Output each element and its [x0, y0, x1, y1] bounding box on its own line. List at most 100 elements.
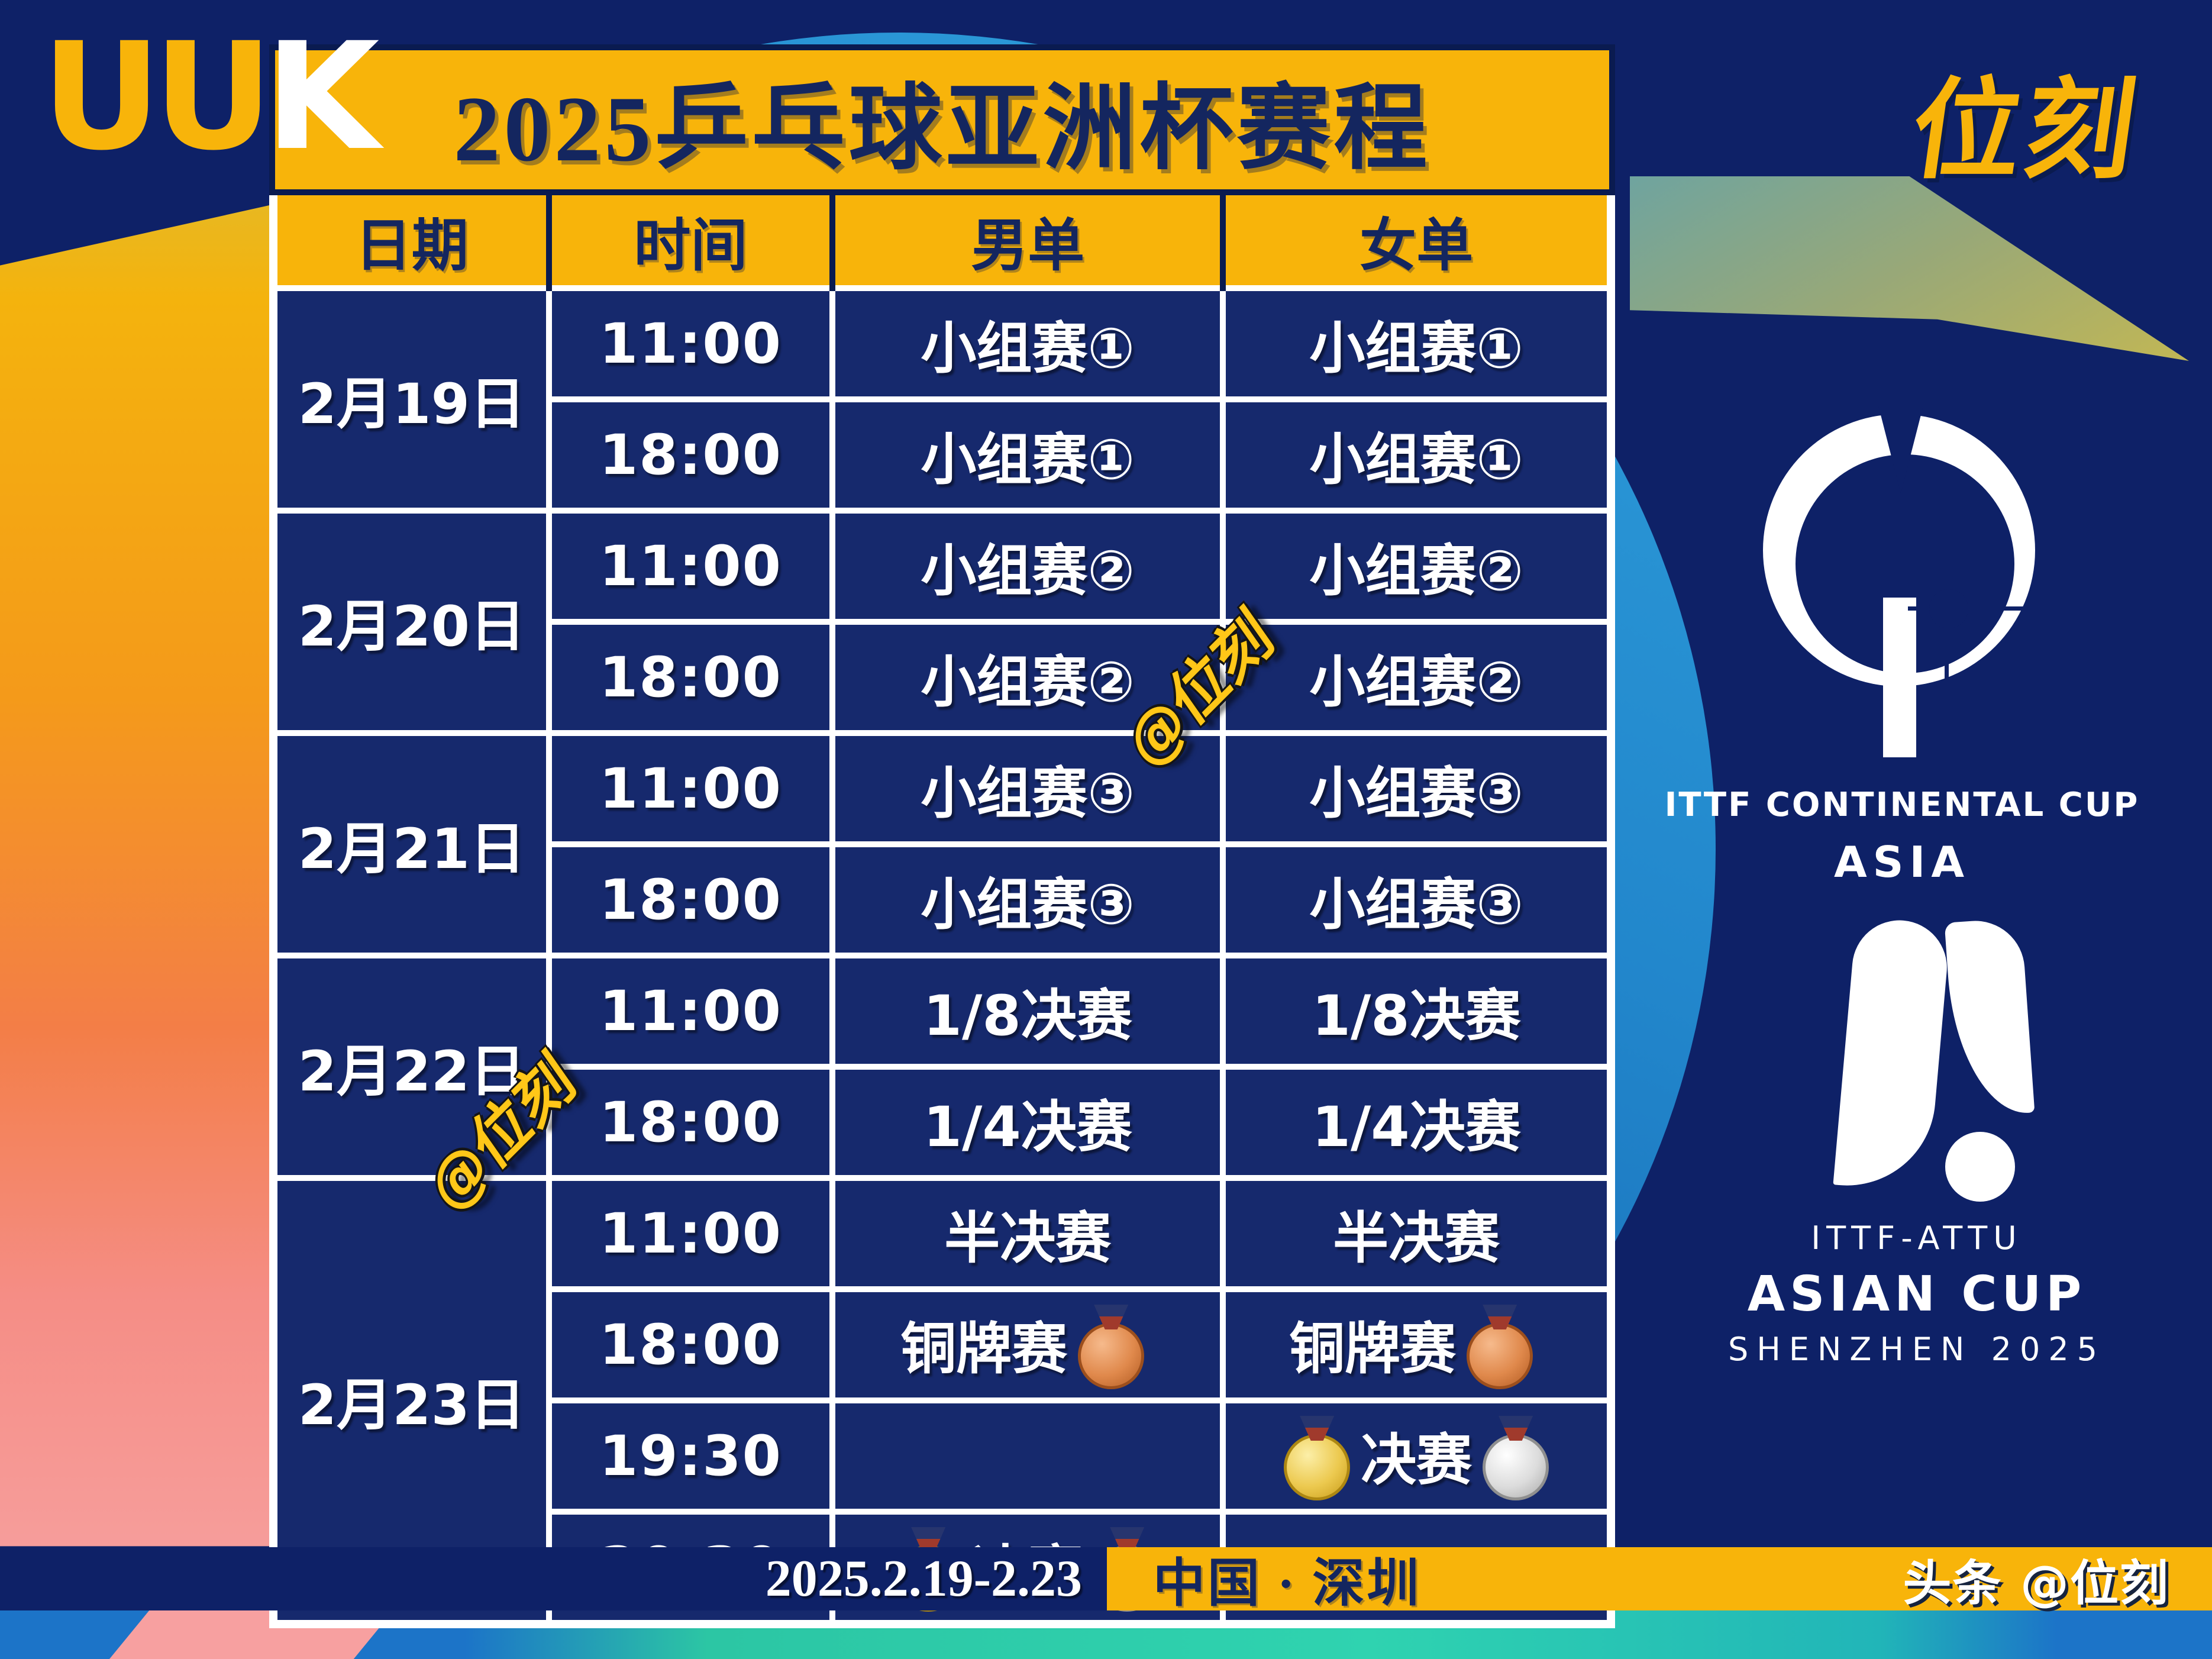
uuk-logo: UUK — [41, 11, 380, 183]
table-row: 18:00 小组赛③ 小组赛③ — [273, 841, 1614, 958]
ittf-continental-cup-logo: ITTF CONTINENTAL CUP ASIA — [1656, 405, 2148, 941]
bronze-medal-icon — [1467, 1323, 1533, 1390]
time-cell: 18:00 — [545, 841, 836, 958]
event-label: 小组赛② — [921, 650, 1135, 715]
uuk-logo-k: K — [265, 11, 380, 183]
table-row: 2月21日 11:00 小组赛③ 小组赛③ — [270, 730, 1614, 958]
table-row: 18:00 小组赛① 小组赛① — [273, 396, 1614, 514]
bronze-medal-icon — [1078, 1323, 1145, 1390]
table-row: 2月22日 11:00 1/8决赛 1/8决赛 — [270, 953, 1614, 1181]
event-label: 1/8决赛 — [923, 984, 1132, 1048]
women-event-cell: 1/4决赛 — [1220, 1064, 1614, 1181]
title-bar: 2025乒乓球亚洲杯赛程 — [269, 44, 1615, 195]
women-event-cell: 铜牌赛 — [1220, 1286, 1614, 1403]
event-label: 小组赛① — [921, 428, 1135, 492]
time-cell: 18:00 — [545, 619, 836, 736]
time-cell: 11:00 — [545, 508, 836, 625]
schedule-table: 日期 时间 男单 女单 2月19日 11:00 小组赛① 小组赛① 18:00 小组赛① 小… — [269, 195, 1615, 1628]
asian-cup-host: SHENZHEN 2025 — [1727, 1331, 2106, 1368]
footer-location-section: 中国 · 深圳 头条 @位刻 — [1107, 1547, 2212, 1613]
women-event-cell: 小组赛② — [1220, 619, 1614, 736]
men-event-cell: 小组赛① — [829, 285, 1226, 402]
women-event-cell: 小组赛③ — [1220, 730, 1614, 847]
time-cell: 18:00 — [545, 1286, 836, 1403]
women-event-cell: 半决赛 — [1220, 1175, 1614, 1292]
footer-date-section: 2025.2.19-2.23 — [0, 1547, 1107, 1610]
silver-medal-icon — [1483, 1434, 1549, 1501]
header-time: 时间 — [545, 195, 836, 288]
event-label: 1/4决赛 — [923, 1095, 1132, 1160]
event-label: 小组赛① — [1309, 428, 1523, 492]
date-cell: 2月20日 — [270, 508, 552, 736]
women-event-cell: 小组赛① — [1220, 285, 1614, 402]
table-row: 18:00 铜牌赛 铜牌赛 — [273, 1286, 1614, 1403]
schedule-body: 2月19日 11:00 小组赛① 小组赛① 18:00 小组赛① 小组赛① 2月20日 11:0… — [270, 285, 1614, 1627]
schedule-header: 日期 时间 男单 女单 — [270, 195, 1614, 288]
event-label: 铜牌赛 — [1289, 1316, 1457, 1382]
ittf-crescent-icon — [1760, 405, 2044, 763]
men-event-cell: 铜牌赛 — [829, 1286, 1226, 1403]
table-row: 18:00 1/4决赛 1/4决赛 — [273, 1064, 1614, 1181]
event-label: 小组赛③ — [921, 761, 1135, 826]
event-label: 小组赛③ — [1309, 761, 1523, 826]
event-label: 小组赛② — [1309, 539, 1523, 603]
men-event-cell: 1/8决赛 — [829, 953, 1226, 1070]
men-event-cell: 1/4决赛 — [829, 1064, 1226, 1181]
event-label: 铜牌赛 — [900, 1316, 1068, 1382]
table-row: 2月19日 11:00 小组赛① 小组赛① — [270, 285, 1614, 514]
men-event-cell: 小组赛② — [829, 619, 1226, 736]
time-cell: 11:00 — [545, 1175, 836, 1292]
time-cell: 18:00 — [545, 1064, 836, 1181]
men-event-cell: 小组赛③ — [829, 730, 1226, 847]
men-event-cell: 小组赛③ — [829, 841, 1226, 958]
event-label: 1/4决赛 — [1312, 1095, 1521, 1160]
event-label: 小组赛① — [921, 317, 1135, 381]
footer-bar: 2025.2.19-2.23 中国 · 深圳 头条 @位刻 — [0, 1547, 2212, 1613]
event-label: 半决赛 — [944, 1206, 1112, 1271]
event-location: 中国 · 深圳 — [1153, 1555, 1422, 1613]
men-event-cell — [829, 1397, 1226, 1515]
event-label: 决赛 — [1361, 1428, 1472, 1493]
header-womens-singles: 女单 — [1220, 195, 1614, 288]
time-cell: 11:00 — [545, 953, 836, 1070]
women-event-cell: 决赛 — [1220, 1397, 1614, 1515]
table-row: 2月20日 11:00 小组赛② 小组赛② — [270, 508, 1614, 736]
date-cell: 2月19日 — [270, 285, 552, 514]
credit-handle: 头条 @位刻 — [1903, 1555, 2169, 1612]
women-event-cell: 1/8决赛 — [1220, 953, 1614, 1070]
weike-brand-logo: 位刻 — [1903, 66, 2148, 194]
time-cell: 11:00 — [545, 285, 836, 402]
event-label: 小组赛③ — [921, 873, 1135, 937]
date-cell: 2月21日 — [270, 730, 552, 958]
event-label: 小组赛③ — [1309, 873, 1523, 937]
women-event-cell: 小组赛① — [1220, 396, 1614, 514]
event-label: 小组赛② — [1309, 650, 1523, 715]
men-event-cell: 小组赛② — [829, 508, 1226, 625]
header-date: 日期 — [270, 195, 552, 288]
event-label: 半决赛 — [1333, 1206, 1500, 1271]
header-row: 日期 时间 男单 女单 — [270, 195, 1614, 288]
event-label: 1/8决赛 — [1312, 984, 1521, 1048]
asian-cup-icon — [1793, 916, 2041, 1204]
women-event-cell: 小组赛② — [1220, 508, 1614, 625]
asian-cup-logo: ITTF-ATTU ASIAN CUP SHENZHEN 2025 — [1727, 916, 2106, 1393]
table-row: 18:00 小组赛② 小组赛② — [273, 619, 1614, 736]
event-label: 小组赛② — [921, 539, 1135, 603]
continental-cup-region: ASIA — [1833, 837, 1971, 887]
time-cell: 11:00 — [545, 730, 836, 847]
asian-cup-org: ITTF-ATTU — [1811, 1219, 2023, 1257]
event-date-range: 2025.2.19-2.23 — [765, 1550, 1082, 1608]
gold-medal-icon — [1284, 1434, 1351, 1501]
time-cell: 18:00 — [545, 396, 836, 514]
time-cell: 19:30 — [545, 1397, 836, 1515]
uuk-logo-uu: UU — [41, 11, 273, 183]
event-label: 小组赛① — [1309, 317, 1523, 381]
women-event-cell: 小组赛③ — [1220, 841, 1614, 958]
men-event-cell: 半决赛 — [829, 1175, 1226, 1292]
continental-cup-label: ITTF CONTINENTAL CUP — [1664, 786, 2140, 824]
date-cell: 2月22日 — [270, 953, 552, 1181]
page-title: 2025乒乓球亚洲杯赛程 — [453, 78, 1431, 181]
table-row: 19:30 决赛 — [273, 1397, 1614, 1515]
header-mens-singles: 男单 — [829, 195, 1226, 288]
